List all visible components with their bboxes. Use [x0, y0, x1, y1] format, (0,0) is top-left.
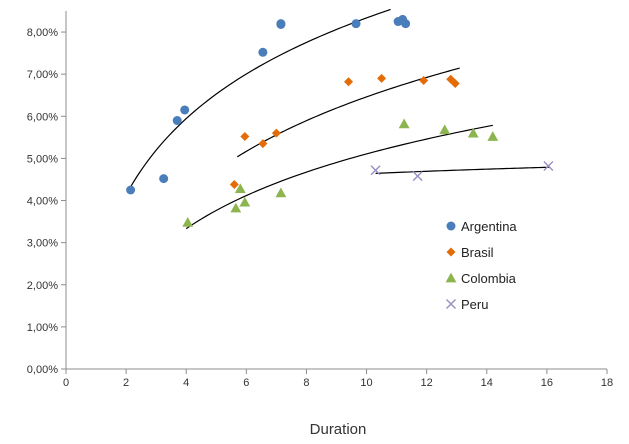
y-tick-label: 0,00% — [27, 364, 58, 376]
x-tick-label: 12 — [421, 377, 433, 389]
point-argentina — [258, 47, 268, 57]
legend-marker-peru — [446, 299, 456, 309]
legend-label-peru: Peru — [461, 297, 488, 312]
point-peru-stroke-b — [412, 171, 423, 182]
point-peru-stroke-b — [370, 165, 381, 176]
point-colombia — [234, 183, 246, 194]
point-colombia — [487, 131, 499, 141]
x-tick-label: 8 — [303, 377, 309, 389]
legend-marker-colombia — [445, 272, 457, 283]
legend-marker-peru-stroke-b — [446, 299, 456, 309]
legend-label-colombia: Colombia — [461, 271, 517, 286]
point-colombia — [398, 118, 410, 129]
y-tick-label: 4,00% — [27, 196, 58, 208]
x-tick-label: 10 — [360, 377, 372, 389]
point-brasil — [419, 75, 429, 85]
point-brasil — [258, 139, 268, 149]
x-tick-label: 6 — [243, 377, 249, 389]
point-argentina — [159, 174, 169, 184]
point-argentina — [180, 105, 190, 115]
point-colombia — [275, 187, 287, 198]
y-tick-label: 5,00% — [27, 153, 58, 165]
data-points — [126, 14, 554, 227]
x-axis-title: Duration — [310, 421, 367, 438]
point-argentina — [172, 116, 182, 126]
point-peru — [412, 171, 423, 182]
point-colombia — [230, 202, 242, 213]
x-tick-label: 18 — [601, 377, 613, 389]
y-tick-label: 2,00% — [27, 280, 58, 292]
point-peru — [370, 165, 381, 176]
x-tick-label: 0 — [63, 377, 69, 389]
point-brasil — [450, 78, 460, 88]
legend-label-brasil: Brasil — [461, 245, 494, 260]
point-brasil — [271, 128, 281, 138]
axes: 0,00% 1,00% 2,00% 3,00% 4,00% 5,00% 6,00% 7,00%… — [27, 11, 613, 389]
legend-marker-brasil — [446, 247, 456, 257]
point-peru-stroke-b — [543, 160, 554, 171]
point-colombia — [467, 127, 479, 138]
point-brasil — [377, 73, 387, 83]
trendline-layer — [128, 8, 550, 230]
point-colombia — [439, 124, 451, 135]
legend-marker-argentina — [446, 221, 456, 231]
y-tick-label: 6,00% — [27, 111, 58, 123]
y-tick-label: 3,00% — [27, 238, 58, 250]
x-tick-label: 14 — [481, 377, 493, 389]
point-brasil — [240, 132, 250, 142]
trendline-argentina — [128, 8, 391, 190]
point-argentina — [276, 19, 286, 29]
point-colombia — [182, 217, 194, 227]
y-tick-label: 8,00% — [27, 27, 58, 39]
y-tick-label: 1,00% — [27, 322, 58, 334]
legend-label-argentina: Argentina — [461, 219, 517, 234]
trendline-peru — [375, 166, 550, 174]
point-colombia — [239, 196, 251, 207]
x-tick-label: 4 — [183, 377, 189, 389]
point-peru — [543, 160, 554, 171]
point-argentina — [401, 19, 411, 29]
legend: Argentina Brasil Colombia Peru — [445, 219, 517, 312]
point-brasil — [229, 180, 239, 190]
y-tick-label: 7,00% — [27, 69, 58, 81]
point-argentina — [126, 185, 136, 195]
x-tick-label: 2 — [123, 377, 129, 389]
trendline-colombia — [185, 124, 493, 230]
point-argentina — [351, 19, 361, 29]
point-brasil — [344, 77, 354, 87]
x-tick-label: 16 — [541, 377, 553, 389]
